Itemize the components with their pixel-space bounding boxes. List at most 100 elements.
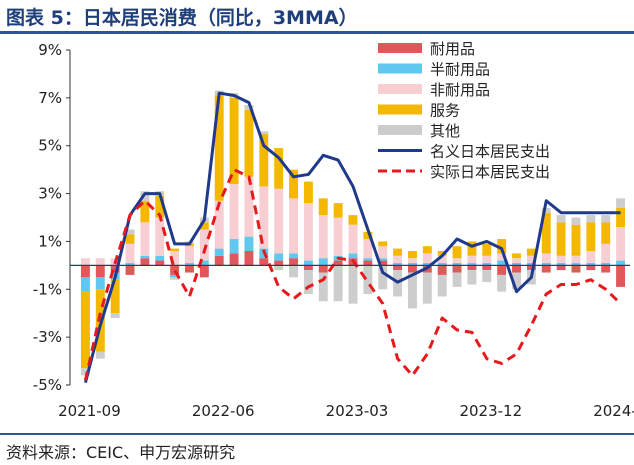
bar-segment bbox=[95, 351, 105, 359]
bar-segment bbox=[80, 291, 90, 369]
source-note: 资料来源：CEIC、申万宏源研究 bbox=[6, 443, 236, 462]
bar-segment bbox=[303, 181, 313, 204]
legend-label: 半耐用品 bbox=[430, 61, 490, 79]
bar-segment bbox=[482, 262, 492, 266]
bar-segment bbox=[199, 229, 209, 261]
bar-segment bbox=[170, 248, 180, 251]
legend-label: 非耐用品 bbox=[430, 81, 490, 99]
bar-segment bbox=[526, 255, 536, 263]
bar-segment bbox=[140, 258, 150, 266]
legend-label: 其他 bbox=[430, 122, 460, 140]
y-tick-label: 3% bbox=[38, 185, 62, 203]
bar-segment bbox=[422, 253, 432, 263]
bar-segment bbox=[318, 272, 328, 302]
bar-segment bbox=[348, 265, 358, 304]
bar-segment bbox=[259, 258, 269, 266]
bar-segment bbox=[110, 265, 120, 273]
y-tick-label: 5% bbox=[38, 137, 62, 155]
bar-segment bbox=[303, 270, 313, 295]
bar-segment bbox=[616, 227, 626, 261]
bar-segment bbox=[274, 253, 284, 261]
chart-title: 图表 5：日本居民消费（同比，3MMA） bbox=[6, 7, 358, 29]
bar-segment bbox=[214, 95, 224, 201]
bar-segment bbox=[378, 246, 388, 259]
y-tick-label: -5% bbox=[33, 376, 62, 394]
bar-segment bbox=[259, 133, 269, 187]
bar-segment bbox=[601, 243, 611, 263]
bar-segment bbox=[333, 265, 343, 302]
bar-segment bbox=[616, 198, 626, 208]
bar-segment bbox=[408, 272, 417, 309]
bar-segment bbox=[378, 241, 388, 247]
bar-segment bbox=[289, 258, 298, 266]
x-tick-label: 2021-09 bbox=[58, 402, 121, 420]
bar-segment bbox=[170, 265, 180, 275]
bar-segment bbox=[140, 200, 150, 223]
bar-segment bbox=[571, 255, 581, 263]
bar-segment bbox=[95, 277, 105, 290]
bar-segment bbox=[244, 176, 254, 237]
bar-segment bbox=[244, 105, 254, 110]
bar-segment bbox=[125, 229, 135, 235]
bar-segment bbox=[556, 265, 566, 271]
bar-segment bbox=[512, 262, 521, 266]
bar-segment bbox=[363, 260, 373, 266]
bar-segment bbox=[467, 241, 477, 256]
bar-segment bbox=[408, 258, 417, 263]
bar-segment bbox=[452, 272, 462, 287]
bar-segment bbox=[393, 265, 403, 271]
bar-segment bbox=[333, 217, 343, 256]
bar-segment bbox=[110, 279, 120, 314]
bar-segment bbox=[303, 265, 313, 271]
bar-segment bbox=[170, 277, 180, 280]
bar-segment bbox=[140, 255, 150, 259]
bar-segment bbox=[185, 246, 194, 263]
y-tick-label: 7% bbox=[38, 89, 62, 107]
legend-swatch bbox=[378, 43, 422, 53]
bar-segment bbox=[616, 265, 626, 287]
bar-segment bbox=[467, 270, 477, 285]
x-tick-label: 2024-09 bbox=[593, 402, 634, 420]
bar-layer bbox=[80, 90, 626, 376]
bar-segment bbox=[303, 260, 313, 266]
legend-swatch bbox=[378, 125, 422, 135]
bar-segment bbox=[437, 255, 447, 263]
bar-segment bbox=[259, 186, 269, 249]
bar-segment bbox=[244, 251, 254, 266]
bar-segment bbox=[541, 207, 551, 213]
bar-segment bbox=[393, 255, 403, 263]
bar-segment bbox=[452, 258, 462, 263]
source-bar: 资料来源：CEIC、申万宏源研究 bbox=[0, 433, 634, 465]
bar-segment bbox=[199, 222, 209, 230]
bar-segment bbox=[274, 188, 284, 254]
bar-segment bbox=[556, 215, 566, 223]
bar-segment bbox=[601, 265, 611, 273]
bar-segment bbox=[408, 265, 417, 273]
bar-segment bbox=[229, 253, 239, 266]
bar-segment bbox=[378, 258, 388, 261]
legend-swatch bbox=[378, 104, 422, 115]
bar-segment bbox=[318, 258, 328, 266]
bar-segment bbox=[541, 262, 551, 266]
bar-segment bbox=[556, 222, 566, 256]
bar-segment bbox=[289, 265, 298, 278]
legend-swatch bbox=[378, 84, 422, 94]
bar-segment bbox=[274, 260, 284, 266]
bar-segment bbox=[125, 234, 135, 244]
y-tick-label: -1% bbox=[33, 280, 62, 298]
bar-segment bbox=[452, 265, 462, 273]
nominal-spending-line bbox=[83, 91, 621, 383]
bar-segment bbox=[497, 239, 507, 254]
bar-segment bbox=[452, 262, 462, 266]
bar-segment bbox=[80, 258, 90, 266]
bar-segment bbox=[318, 265, 328, 273]
bar-segment bbox=[497, 265, 507, 275]
bar-segment bbox=[229, 184, 239, 240]
bar-segment bbox=[571, 262, 581, 266]
bar-segment bbox=[125, 243, 135, 263]
legend-label: 实际日本居民支出 bbox=[430, 163, 550, 181]
bar-segment bbox=[437, 265, 447, 275]
bar-segment bbox=[452, 246, 462, 259]
